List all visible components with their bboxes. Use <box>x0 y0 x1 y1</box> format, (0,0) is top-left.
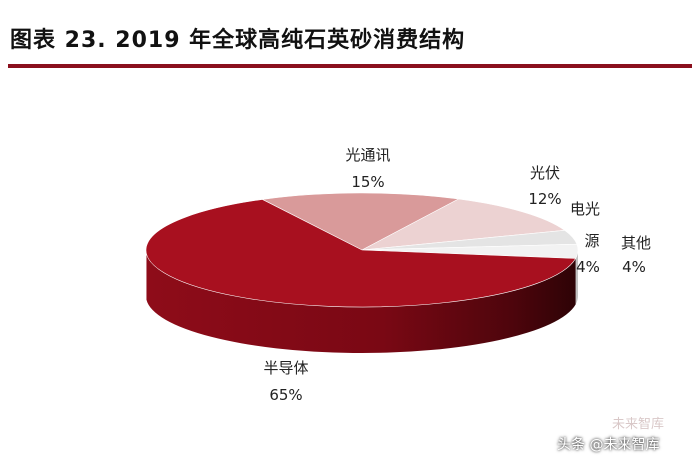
watermark-logo: 未来智库 <box>612 417 665 432</box>
slice-label-name-1: 光通讯 <box>345 146 390 164</box>
slice-label-name-3-line1: 电光 <box>570 200 600 218</box>
pie-side-0 <box>146 253 576 353</box>
slice-label-name-3-line2: 源 <box>584 232 599 250</box>
slice-label-value-4: 4% <box>622 258 646 276</box>
pie-slice-1 <box>261 192 460 251</box>
slice-label-name-0: 半导体 <box>263 359 308 377</box>
pie-slice-0 <box>145 199 577 308</box>
slice-label-name-4: 其他 <box>621 234 651 252</box>
watermark: 头条 @未来智库 <box>557 437 660 453</box>
pie-slice-2 <box>361 198 566 251</box>
slice-label-value-3: 4% <box>576 258 600 276</box>
chart-title: 图表 23. 2019 年全球高纯石英砂消费结构 <box>10 28 466 53</box>
slice-label-value-1: 15% <box>351 173 384 191</box>
slice-label-value-2: 12% <box>528 190 561 208</box>
slice-label-value-0: 65% <box>269 386 302 404</box>
title-underline <box>8 64 692 68</box>
pie-side-4 <box>575 250 578 305</box>
slice-label-name-2: 光伏 <box>530 164 560 182</box>
